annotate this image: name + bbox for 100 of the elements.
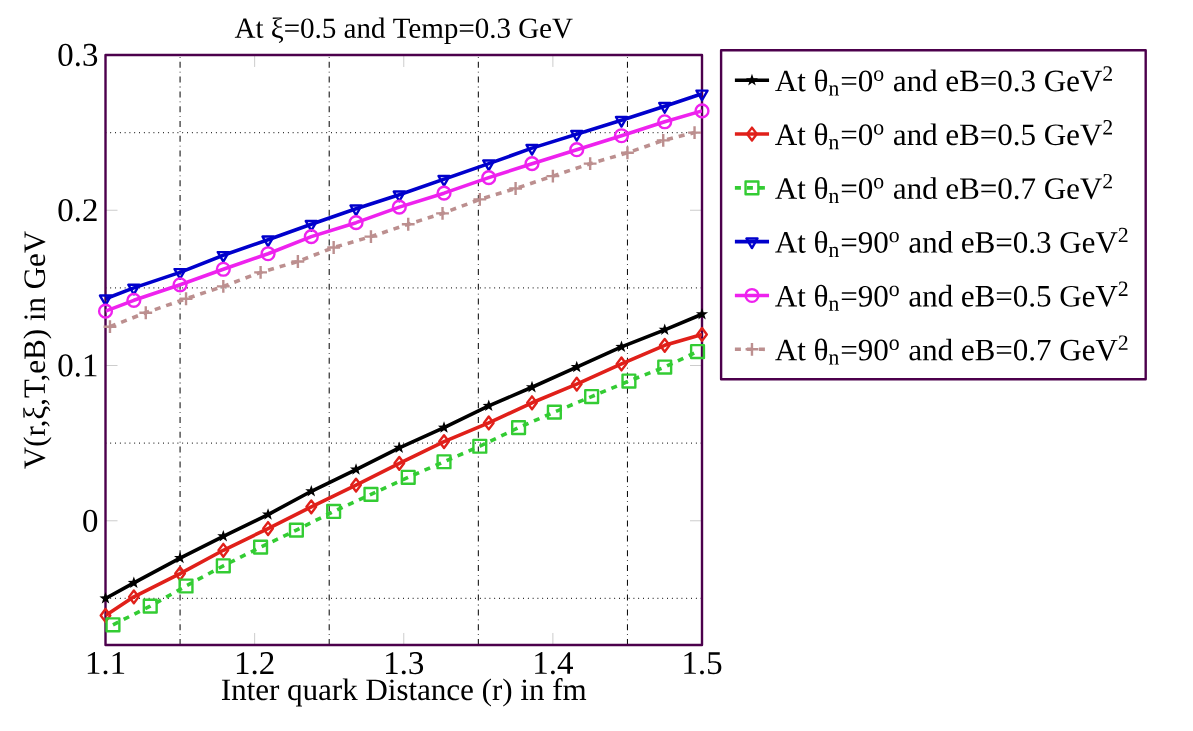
point [695, 89, 709, 102]
legend-label: At θ$_{n}$=0$^{o}$ and eB=0.7 GeV$^{2}$ [775, 173, 1112, 204]
point [349, 204, 363, 217]
point [657, 114, 673, 130]
point [621, 373, 637, 389]
x-tick-label: 1.2 [236, 652, 274, 675]
point [262, 520, 275, 537]
point [658, 337, 671, 353]
point [434, 205, 451, 221]
point [655, 132, 671, 148]
point [482, 399, 495, 412]
point [98, 294, 113, 307]
point [472, 191, 488, 207]
point [127, 576, 140, 589]
y-tick-label: 0.1 [58, 354, 97, 377]
point [393, 455, 406, 471]
point [138, 305, 154, 321]
point [508, 180, 524, 197]
y-tick-label: 0.2 [58, 199, 97, 222]
point [392, 190, 407, 203]
point [215, 558, 231, 574]
point [174, 565, 187, 582]
point [350, 477, 363, 493]
x-tick-label: 1.4 [535, 652, 573, 675]
point [253, 264, 269, 280]
point [142, 598, 158, 614]
point [303, 229, 319, 245]
point [510, 420, 527, 436]
point [437, 174, 451, 187]
point [126, 292, 142, 308]
point [525, 143, 539, 156]
point [614, 115, 629, 128]
point [482, 415, 495, 431]
point [570, 376, 583, 392]
x-tick-label: 1.5 [684, 652, 722, 675]
chart-title: At ξ=0.5 and Temp=0.3 GeV [234, 17, 573, 44]
point [215, 278, 231, 294]
point [695, 307, 709, 320]
point [127, 283, 141, 296]
point [326, 239, 342, 256]
x-tick-label: 1.3 [386, 652, 424, 675]
point [472, 438, 488, 454]
point [615, 356, 628, 372]
point [696, 326, 709, 343]
point [102, 319, 118, 335]
y-tick-label: 0 [83, 509, 98, 532]
point [260, 246, 276, 262]
legend-label: At θ$_{n}$=90$^{o}$ and eB=0.7 GeV$^{2}$ [775, 335, 1128, 365]
point [217, 542, 230, 558]
point [173, 267, 187, 280]
point [261, 508, 275, 520]
point [305, 499, 318, 515]
point [304, 219, 319, 232]
y-axis-title: V(r,ξ,T,eB) in GeV [23, 231, 52, 469]
point [582, 156, 598, 172]
point [657, 101, 672, 114]
point [290, 253, 306, 270]
point [619, 145, 636, 161]
legend-label: At θ$_{n}$=90$^{o}$ and eB=0.3 GeV$^{2}$ [775, 227, 1128, 257]
point [97, 303, 114, 319]
point [348, 215, 364, 231]
point [570, 129, 584, 142]
x-axis-title: Inter quark Distance (r) in fm [221, 678, 587, 707]
point [546, 404, 562, 420]
point [326, 503, 342, 520]
point [526, 395, 538, 411]
point [105, 617, 121, 633]
point [436, 454, 452, 470]
point [689, 343, 706, 360]
point [436, 185, 452, 201]
point [127, 589, 140, 605]
point [481, 170, 497, 186]
point [99, 607, 112, 624]
point [178, 291, 194, 307]
point [261, 235, 275, 248]
point [178, 578, 194, 594]
point [253, 539, 269, 555]
point [613, 128, 630, 144]
point [569, 142, 585, 158]
y-tick-label: 0.3 [58, 43, 98, 67]
point [288, 522, 304, 538]
point [400, 216, 416, 232]
point [686, 125, 703, 141]
point [216, 250, 231, 263]
legend-label: At θ$_{n}$=0$^{o}$ and eB=0.3 GeV$^{2}$ [775, 66, 1112, 96]
point [172, 277, 188, 293]
point [524, 156, 540, 172]
point [391, 199, 407, 215]
point [437, 421, 451, 433]
point [657, 359, 673, 375]
legend-label: At θ$_{n}$=0$^{o}$ and eB=0.5 GeV$^{2}$ [775, 120, 1112, 150]
point [99, 592, 112, 604]
point [482, 159, 496, 172]
legend-label: At θ$_{n}$=90$^{o}$ and eB=0.5 GeV$^{2}$ [775, 281, 1128, 311]
point [173, 551, 187, 564]
point [584, 388, 600, 405]
point [438, 433, 451, 450]
point [694, 103, 710, 119]
point [363, 229, 379, 245]
x-tick-label: 1.1 [87, 652, 125, 675]
